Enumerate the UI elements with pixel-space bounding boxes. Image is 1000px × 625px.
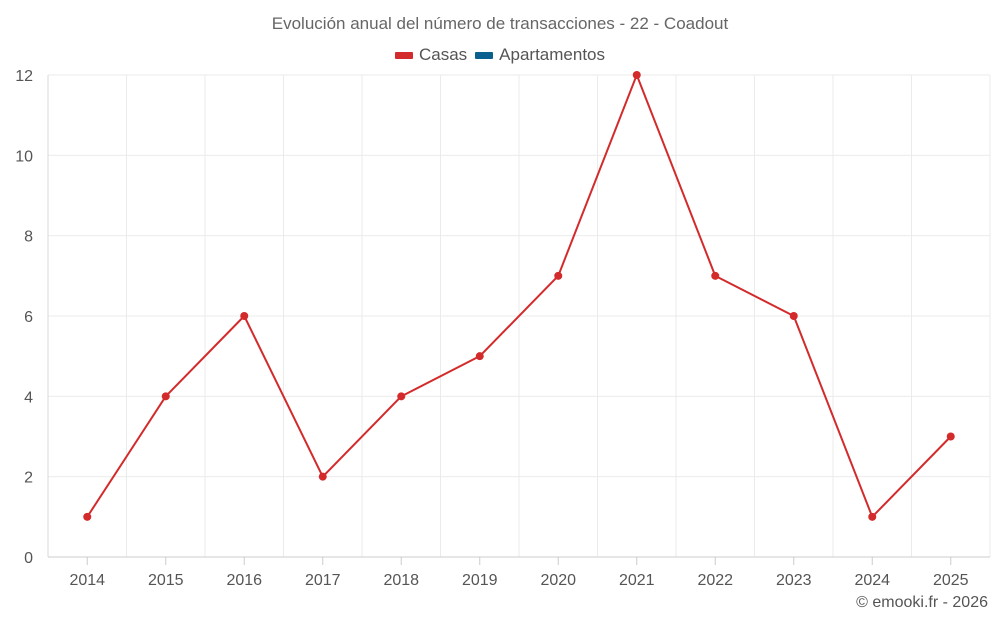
x-tick-label: 2014 bbox=[69, 572, 105, 589]
legend-swatch-apartamentos bbox=[475, 51, 494, 59]
data-point bbox=[554, 271, 563, 280]
y-tick-label: 4 bbox=[24, 389, 33, 406]
y-tick-label: 10 bbox=[15, 148, 33, 165]
data-point bbox=[318, 472, 327, 481]
data-point bbox=[711, 271, 720, 280]
chart-title: Evolución anual del número de transaccio… bbox=[271, 14, 729, 33]
credit-text: © emooki.fr - 2026 bbox=[856, 594, 988, 611]
data-point bbox=[397, 392, 406, 401]
y-tick-label: 8 bbox=[24, 229, 33, 246]
grid-layer bbox=[48, 74, 991, 557]
y-tick-label: 6 bbox=[24, 309, 33, 326]
x-tick-label: 2020 bbox=[540, 572, 576, 589]
x-tick-label: 2017 bbox=[305, 572, 341, 589]
data-point bbox=[789, 312, 798, 320]
data-point bbox=[475, 352, 484, 361]
x-tick-label: 2024 bbox=[854, 572, 890, 589]
legend-item-casas[interactable]: Casas bbox=[394, 45, 468, 65]
legend-item-apartamentos[interactable]: Apartamentos bbox=[475, 45, 605, 65]
y-tick-label: 0 bbox=[24, 550, 33, 567]
x-tick-label: 2021 bbox=[619, 572, 655, 589]
data-point bbox=[946, 432, 955, 441]
data-point bbox=[161, 392, 170, 401]
data-point bbox=[83, 512, 92, 521]
data-point bbox=[868, 512, 877, 521]
series-line-casas bbox=[86, 74, 952, 518]
axis-layer: 0 2 4 6 8 10 12 2014 2015 2016 2017 2018 2019 2020 202… bbox=[15, 68, 990, 589]
x-tick-label: 2018 bbox=[383, 572, 419, 589]
legend-label-apartamentos: Apartamentos bbox=[499, 45, 606, 64]
x-tick-label: 2015 bbox=[148, 572, 184, 589]
y-tick-label: 12 bbox=[15, 68, 33, 85]
x-tick-label: 2022 bbox=[697, 572, 733, 589]
x-tick-label: 2019 bbox=[462, 572, 498, 589]
data-point bbox=[632, 71, 641, 79]
legend-swatch-casas bbox=[394, 51, 413, 59]
y-tick-label: 2 bbox=[24, 470, 33, 487]
data-point bbox=[240, 312, 249, 320]
x-tick-label: 2016 bbox=[226, 572, 262, 589]
x-tick-label: 2025 bbox=[933, 572, 969, 589]
legend-label-casas: Casas bbox=[418, 45, 468, 64]
series-layer bbox=[83, 71, 955, 521]
x-tick-label: 2023 bbox=[776, 572, 812, 589]
legend: Casas Apartamentos bbox=[0, 45, 1000, 65]
